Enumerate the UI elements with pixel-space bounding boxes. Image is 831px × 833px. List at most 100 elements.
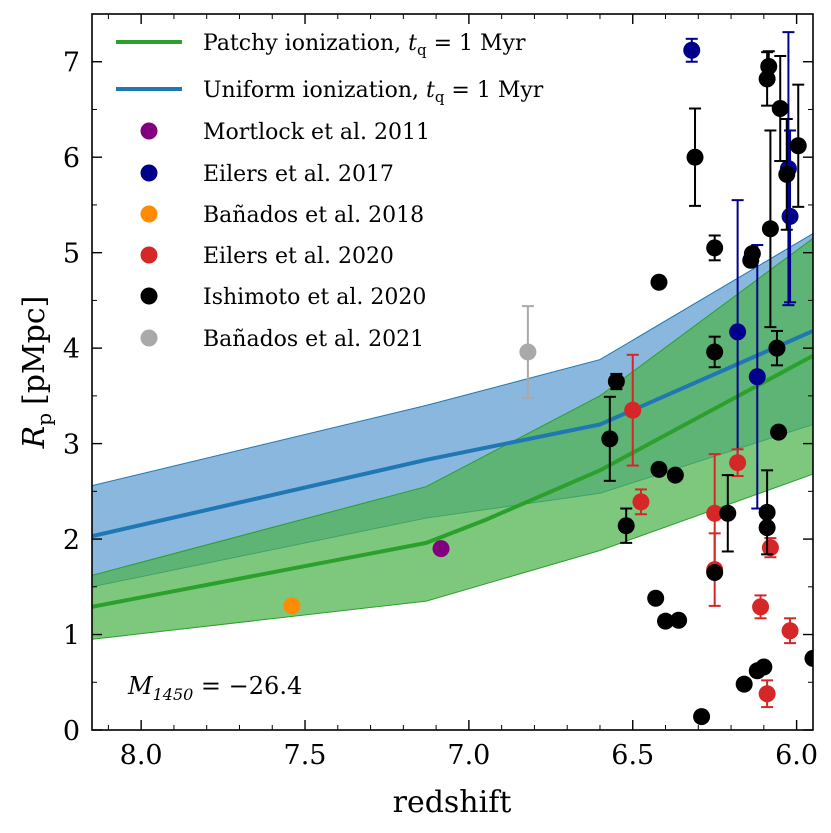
data-point [632,488,650,516]
line-patchy-ionization [92,354,813,609]
point-marker [706,239,724,257]
data-point [804,649,813,667]
y-tick-label: 3 [63,430,80,461]
point-marker [804,649,813,667]
data-point [778,118,796,231]
legend-text: Ishimoto et al. 2020 [203,285,426,310]
data-point [706,335,724,369]
data-point [432,540,450,558]
legend-marker-swatch [140,246,158,264]
line-uniform-ionization [92,329,813,539]
point-marker [693,708,711,726]
point-marker [768,339,786,357]
data-point [647,589,665,607]
point-marker [647,589,665,607]
point-marker [666,466,684,484]
point-marker [632,493,650,511]
y-axis-label-main: R [17,426,52,450]
annotation-sub: 1450 [153,685,194,704]
point-marker [761,220,779,238]
point-marker [650,273,668,291]
point-marker [607,373,625,391]
point-marker [432,540,450,558]
plot-frame [91,13,814,731]
point-marker [670,611,688,629]
point-marker [743,245,761,263]
legend-text: Bañados et al. 2021 [203,327,424,352]
x-tick-label: 8.0 [120,740,163,771]
data-point [789,83,807,208]
point-marker [729,323,747,341]
data-point [781,617,799,645]
legend-text: Bañados et al. 2018 [203,203,424,228]
legend-text: Eilers et al. 2020 [203,244,394,269]
data-point [683,37,701,63]
legend-math-sub: q [417,41,427,59]
legend-entry: Patchy ionization, tq = 1 Myr [116,31,526,59]
data-points [283,31,813,726]
point-marker [617,517,635,535]
point-marker [706,563,724,581]
legend-entry: Eilers et al. 2020 [140,244,394,269]
point-marker [283,597,301,615]
point-marker [706,343,724,361]
point-marker [781,622,799,640]
y-tick-label: 7 [63,48,80,79]
y-axis-label: Rp [pMpc] [17,296,56,450]
x-tick-label: 6.5 [611,740,654,771]
data-point [758,519,776,537]
y-tick-label: 4 [63,334,80,365]
point-marker [778,165,796,183]
data-point [770,423,788,441]
legend-tail: = 1 Myr [444,78,543,103]
y-axis-label-unit: [pMpc] [17,296,52,405]
legend-label: Eilers et al. 2020 [203,244,394,269]
data-point [519,305,537,399]
point-marker [789,137,807,155]
confidence-bands [92,232,813,640]
data-point [706,234,724,262]
y-tick-label: 6 [63,143,80,174]
point-marker [519,343,537,361]
data-point [758,469,776,556]
point-marker [650,460,668,478]
x-tick-label: 7.0 [447,740,490,771]
legend-math: t [408,31,417,56]
data-point [719,474,737,553]
point-marker [770,423,788,441]
data-point [607,372,625,391]
data-point [670,611,688,629]
legend-tail: = 1 Myr [427,31,526,56]
data-point [650,273,668,291]
data-point [729,199,747,465]
data-point [735,675,753,693]
legend-text: Eilers et al. 2017 [203,162,394,187]
legend-marker-swatch [140,329,158,347]
annotation-rest: = −26.4 [193,672,302,700]
point-marker [755,658,773,676]
y-tick-label: 0 [63,716,80,747]
legend-marker-swatch [140,205,158,223]
data-point [743,245,761,263]
point-marker [657,612,675,630]
legend-entry: Mortlock et al. 2011 [140,120,430,145]
data-point [666,466,684,484]
y-tick-label: 5 [63,239,80,270]
point-marker [758,70,776,88]
data-point [686,107,704,207]
point-marker [760,58,778,76]
legend-label: Eilers et al. 2017 [203,162,394,187]
data-point [624,353,642,467]
legend-label: Bañados et al. 2018 [203,203,424,228]
legend-label: Bañados et al. 2021 [203,327,424,352]
legend-marker-swatch [140,122,158,140]
legend-text: Mortlock et al. 2011 [203,120,430,145]
band-patchy-band [92,237,813,640]
point-marker [771,100,789,118]
data-point [706,563,724,581]
x-tick-label: 6.0 [775,740,818,771]
data-point [761,129,779,329]
point-marker [686,148,704,166]
data-point [601,395,619,482]
y-tick-label: 2 [63,525,80,556]
